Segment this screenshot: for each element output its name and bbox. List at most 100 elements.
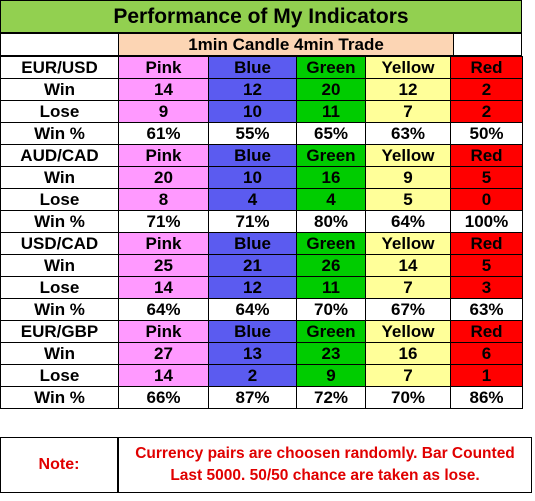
win-row: Win 27 13 23 16 6	[0, 342, 523, 365]
lose-value-blue: 10	[208, 100, 297, 123]
indicator-header-yellow: Yellow	[365, 56, 451, 79]
win-value-pink: 20	[118, 166, 209, 189]
lose-value-green: 11	[296, 100, 366, 123]
note-label: Note:	[0, 437, 118, 493]
indicator-header-pink: Pink	[118, 320, 209, 343]
row-label-lose: Lose	[0, 364, 119, 387]
lose-value-red: 0	[450, 188, 523, 211]
indicator-header-green: Green	[296, 232, 366, 255]
win-pct-value-yellow: 63%	[365, 122, 451, 145]
indicator-header-blue: Blue	[208, 56, 297, 79]
win-value-red: 6	[450, 342, 523, 365]
indicator-header-yellow: Yellow	[365, 232, 451, 255]
indicator-header-green: Green	[296, 144, 366, 167]
sheet-title: Performance of My Indicators	[0, 0, 522, 33]
win-value-yellow: 14	[365, 254, 451, 277]
win-value-green: 16	[296, 166, 366, 189]
win-pct-value-pink: 61%	[118, 122, 209, 145]
pair-name: EUR/GBP	[0, 320, 119, 343]
lose-value-green: 4	[296, 188, 366, 211]
win-pct-value-green: 80%	[296, 210, 366, 233]
win-pct-value-pink: 71%	[118, 210, 209, 233]
win-pct-value-blue: 71%	[208, 210, 297, 233]
win-value-green: 20	[296, 78, 366, 101]
win-pct-value-green: 65%	[296, 122, 366, 145]
sheet-subtitle: 1min Candle 4min Trade	[118, 33, 454, 56]
indicator-header-red: Red	[450, 56, 523, 79]
win-value-yellow: 9	[365, 166, 451, 189]
indicator-header-blue: Blue	[208, 320, 297, 343]
indicator-header-blue: Blue	[208, 144, 297, 167]
win-value-pink: 14	[118, 78, 209, 101]
row-label-win: Win	[0, 166, 119, 189]
win-pct-row: Win % 71% 71% 80% 64% 100%	[0, 210, 523, 233]
performance-table: EUR/USD Pink Blue Green Yellow Red Win 14 12 20 12…	[0, 56, 523, 409]
row-label-win-pct: Win %	[0, 122, 119, 145]
lose-row: Lose 9 10 11 7 2	[0, 100, 523, 123]
row-label-win: Win	[0, 254, 119, 277]
win-pct-value-red: 100%	[450, 210, 523, 233]
lose-value-pink: 14	[118, 364, 209, 387]
pair-header-row: USD/CAD Pink Blue Green Yellow Red	[0, 232, 523, 255]
row-label-lose: Lose	[0, 100, 119, 123]
win-pct-row: Win % 64% 64% 70% 67% 63%	[0, 298, 523, 321]
lose-value-red: 3	[450, 276, 523, 299]
lose-value-pink: 8	[118, 188, 209, 211]
win-pct-value-blue: 55%	[208, 122, 297, 145]
indicator-header-pink: Pink	[118, 144, 209, 167]
indicator-header-red: Red	[450, 144, 523, 167]
win-value-blue: 13	[208, 342, 297, 365]
pair-name: AUD/CAD	[0, 144, 119, 167]
lose-value-pink: 14	[118, 276, 209, 299]
pair-header-row: EUR/GBP Pink Blue Green Yellow Red	[0, 320, 523, 343]
lose-value-blue: 2	[208, 364, 297, 387]
win-value-green: 26	[296, 254, 366, 277]
win-pct-value-red: 63%	[450, 298, 523, 321]
win-value-blue: 10	[208, 166, 297, 189]
win-pct-value-yellow: 67%	[365, 298, 451, 321]
win-value-red: 2	[450, 78, 523, 101]
lose-value-green: 11	[296, 276, 366, 299]
win-pct-row: Win % 66% 87% 72% 70% 86%	[0, 386, 523, 409]
win-pct-value-blue: 87%	[208, 386, 297, 409]
indicator-header-yellow: Yellow	[365, 144, 451, 167]
win-value-pink: 27	[118, 342, 209, 365]
note-text: Currency pairs are choosen randomly. Bar…	[118, 437, 532, 493]
lose-row: Lose 14 2 9 7 1	[0, 364, 523, 387]
indicator-header-yellow: Yellow	[365, 320, 451, 343]
indicator-header-green: Green	[296, 320, 366, 343]
win-pct-value-green: 70%	[296, 298, 366, 321]
lose-value-yellow: 7	[365, 364, 451, 387]
row-label-win-pct: Win %	[0, 210, 119, 233]
indicator-header-blue: Blue	[208, 232, 297, 255]
win-pct-value-red: 50%	[450, 122, 523, 145]
win-pct-value-blue: 64%	[208, 298, 297, 321]
indicator-header-red: Red	[450, 320, 523, 343]
win-row: Win 25 21 26 14 5	[0, 254, 523, 277]
win-pct-value-green: 72%	[296, 386, 366, 409]
win-value-pink: 25	[118, 254, 209, 277]
win-pct-value-yellow: 70%	[365, 386, 451, 409]
win-value-red: 5	[450, 166, 523, 189]
lose-value-yellow: 7	[365, 100, 451, 123]
row-label-win: Win	[0, 78, 119, 101]
win-value-blue: 21	[208, 254, 297, 277]
win-value-yellow: 12	[365, 78, 451, 101]
win-pct-value-pink: 64%	[118, 298, 209, 321]
lose-value-yellow: 7	[365, 276, 451, 299]
lose-value-red: 2	[450, 100, 523, 123]
win-pct-value-red: 86%	[450, 386, 523, 409]
row-label-win-pct: Win %	[0, 298, 119, 321]
pair-name: USD/CAD	[0, 232, 119, 255]
lose-row: Lose 14 12 11 7 3	[0, 276, 523, 299]
subtitle-blank-cell-right	[454, 33, 522, 56]
win-pct-value-pink: 66%	[118, 386, 209, 409]
row-label-lose: Lose	[0, 188, 119, 211]
lose-value-red: 1	[450, 364, 523, 387]
win-row: Win 20 10 16 9 5	[0, 166, 523, 189]
lose-value-blue: 4	[208, 188, 297, 211]
win-value-blue: 12	[208, 78, 297, 101]
win-value-yellow: 16	[365, 342, 451, 365]
lose-row: Lose 8 4 4 5 0	[0, 188, 523, 211]
win-value-red: 5	[450, 254, 523, 277]
